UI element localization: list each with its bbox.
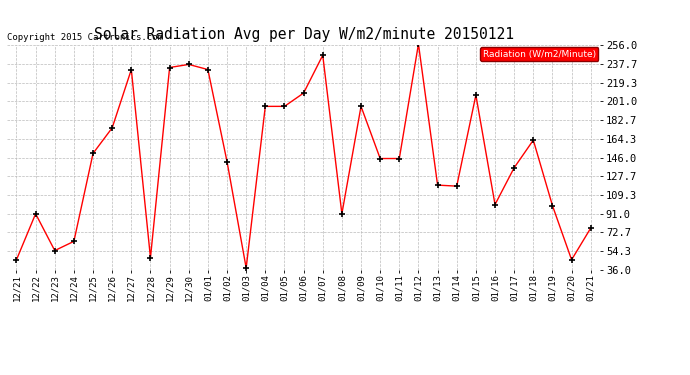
Legend: Radiation (W/m2/Minute): Radiation (W/m2/Minute)	[480, 47, 598, 61]
Text: Copyright 2015 Cartronics.com: Copyright 2015 Cartronics.com	[7, 33, 163, 42]
Title: Solar Radiation Avg per Day W/m2/minute 20150121: Solar Radiation Avg per Day W/m2/minute …	[94, 27, 513, 42]
